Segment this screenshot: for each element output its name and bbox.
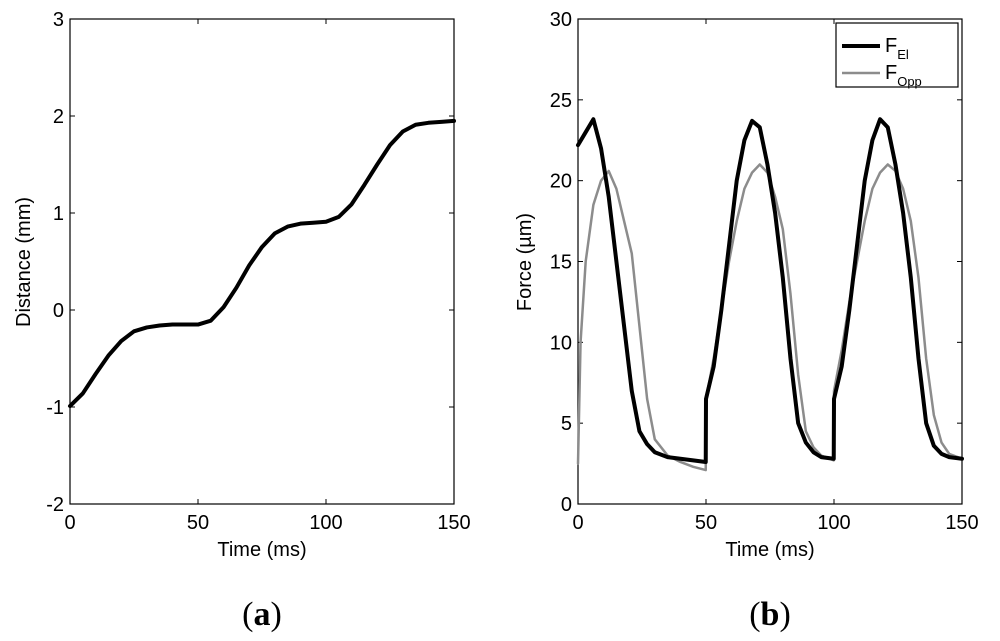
panel-b-ytick-label: 15 (550, 252, 572, 274)
panel-b-f-el-line (576, 117, 964, 464)
panel-a-ytick-label: -2 (46, 494, 64, 516)
panel-a-xtick-label: 0 (64, 512, 75, 534)
panel-a-ytick-label: -1 (46, 397, 64, 419)
panel-b-xtick-label: 150 (945, 512, 978, 534)
panel-a-ytick-label: 2 (53, 106, 64, 128)
panel-b-caption: (b) (749, 596, 791, 633)
panel-a-ytick-label: 1 (53, 203, 64, 225)
panel-b-xtick-label: 50 (695, 512, 717, 534)
panel-a-ylabel: Distance (mm) (13, 197, 35, 327)
panel-a-distance-line (68, 118, 456, 409)
panel-a-caption: (a) (242, 596, 282, 633)
panel-b-letter: b (761, 596, 780, 633)
legend-label-f-opp: FOpp (885, 62, 922, 89)
panel-a-xtick-label: 100 (309, 512, 342, 534)
panel-a-xtick-label: 150 (437, 512, 470, 534)
panel-b: 0 50 100 150 0 5 10 15 20 25 30 Time (ms) Force (µ… (514, 9, 979, 633)
panel-a-xlabel: Time (ms) (217, 539, 306, 561)
panel-a-ytick-label: 0 (53, 300, 64, 322)
legend-label-f-el: FEl (885, 35, 909, 62)
panel-a-axes-frame (69, 18, 455, 505)
panel-a-ytick-label: 3 (53, 9, 64, 31)
panel-b-xtick-label: 100 (817, 512, 850, 534)
panel-a: 0 50 100 150 -2 -1 0 1 2 3 Time (ms) Distance (mm… (13, 9, 471, 633)
panel-b-xtick-label: 0 (572, 512, 583, 534)
panel-b-legend: FEl FOpp (835, 22, 959, 89)
panel-b-axes-frame (577, 18, 963, 505)
legend-box (835, 22, 959, 88)
panel-b-ytick-label: 0 (561, 494, 572, 516)
panel-a-letter: a (254, 596, 271, 633)
panel-b-ytick-label: 5 (561, 413, 572, 435)
panel-b-ytick-label: 10 (550, 332, 572, 354)
panel-a-xtick-label: 50 (187, 512, 209, 534)
panel-b-ytick-label: 25 (550, 90, 572, 112)
panel-b-ytick-label: 20 (550, 171, 572, 193)
panel-b-ytick-label: 30 (550, 9, 572, 31)
panel-b-ylabel: Force (µm) (514, 213, 536, 311)
panel-b-xlabel: Time (ms) (725, 539, 814, 561)
